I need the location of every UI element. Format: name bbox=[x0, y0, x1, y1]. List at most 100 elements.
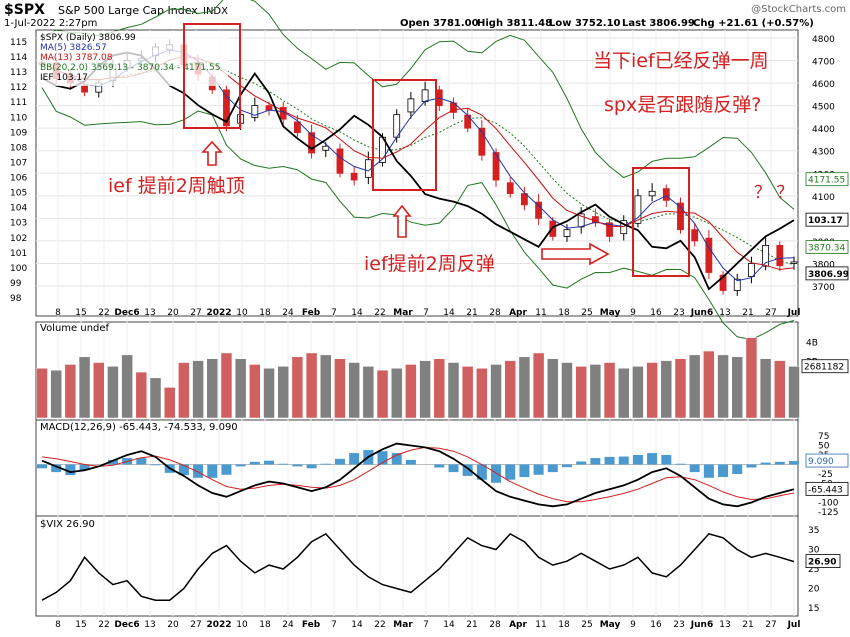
candle-body bbox=[336, 148, 344, 174]
macd-histogram-bar bbox=[703, 464, 714, 478]
volume-bars bbox=[36, 337, 800, 419]
annotation-spx-follow: spx是否跟随反弹? bbox=[604, 94, 761, 116]
volume-bar bbox=[688, 354, 701, 419]
price-legend: $SPX (Daily) 3806.99 MA(5) 3826.57 MA(13… bbox=[38, 31, 228, 86]
annotation-ief-rebound-week: 当下ief已经反弹一周 bbox=[593, 50, 769, 72]
macd-histogram-bar bbox=[178, 464, 189, 476]
macd-label: MACD(12,26,9) -65.443, -74.533, 9.090 bbox=[40, 422, 238, 433]
x-axis-tick: Mar bbox=[393, 620, 413, 630]
x-axis-tick: 22 bbox=[374, 308, 385, 318]
volume-bar bbox=[490, 364, 502, 419]
volume-bar bbox=[433, 358, 446, 419]
x-axis-tick: 21 bbox=[742, 620, 753, 630]
x-axis-tick: 28 bbox=[489, 620, 501, 630]
vix-axis-tick: 30 bbox=[808, 546, 820, 556]
x-axis-tick: 14 bbox=[443, 308, 455, 318]
x-axis-tick: 27 bbox=[190, 308, 201, 318]
x-axis-tick: 25 bbox=[581, 308, 592, 318]
price-candles bbox=[38, 38, 798, 296]
x-axis-tick: 16 bbox=[650, 308, 662, 318]
volume-bar bbox=[731, 356, 743, 419]
macd-histogram-bar bbox=[746, 464, 757, 468]
x-axis-tick: 27 bbox=[765, 620, 776, 630]
left-axis-tick: 108 bbox=[10, 143, 27, 153]
left-axis-tick: 104 bbox=[10, 204, 27, 214]
annotation-ief-top-early: ief 提前2周触顶 bbox=[108, 175, 245, 197]
candle-body bbox=[506, 182, 514, 194]
macd-histogram-bar bbox=[107, 459, 118, 465]
right-arrow-icon bbox=[541, 242, 610, 266]
volume-bar bbox=[390, 368, 403, 419]
volume-bar bbox=[291, 356, 304, 419]
candle-body bbox=[691, 229, 699, 242]
value-flag bbox=[805, 172, 849, 187]
x-axis-tick: Feb bbox=[302, 308, 321, 318]
exchange: INDX bbox=[203, 6, 228, 17]
left-axis-tick: 105 bbox=[10, 189, 27, 199]
volume-bar bbox=[93, 362, 105, 419]
volume-bar bbox=[532, 352, 545, 419]
vix-line bbox=[41, 532, 795, 601]
volume-bar bbox=[561, 362, 573, 419]
x-axis-tick: 20 bbox=[167, 620, 179, 630]
vix-axis-tick: 35 bbox=[808, 526, 819, 536]
left-axis-tick: 103 bbox=[10, 219, 27, 229]
annotation-ief-rebound-early: ief提前2周反弹 bbox=[364, 253, 495, 275]
right-axis-tick: 4700 bbox=[812, 58, 835, 68]
left-axis-tick: 100 bbox=[10, 264, 27, 274]
x-axis-tick: 27 bbox=[190, 620, 201, 630]
legend-ief: IEF 103.17 bbox=[40, 73, 88, 83]
x-axis-tick: 23 bbox=[673, 620, 684, 630]
value-flag bbox=[805, 554, 841, 568]
value-flag bbox=[805, 212, 849, 227]
candle-body bbox=[521, 193, 528, 206]
candle-body bbox=[407, 98, 415, 113]
volume-bar bbox=[461, 366, 474, 419]
macd-flag-text: 9.090 bbox=[808, 457, 834, 467]
right-axis-tick: 4800 bbox=[812, 35, 835, 45]
candle-body bbox=[535, 201, 543, 219]
macd-histogram-bar bbox=[760, 462, 771, 465]
candle-body bbox=[648, 190, 656, 197]
vix-flag-text: 26.90 bbox=[808, 558, 836, 568]
macd-histogram-bar bbox=[604, 456, 615, 465]
x-axis-tick: 9 bbox=[630, 620, 636, 630]
x-axis-tick: Feb bbox=[302, 620, 321, 630]
x-axis-tick: 22 bbox=[98, 308, 109, 318]
macd-line bbox=[41, 442, 795, 508]
left-axis-tick: 112 bbox=[10, 83, 27, 93]
macd-axis-tick: 75 bbox=[818, 432, 829, 442]
vix-axis-tick: 15 bbox=[808, 604, 819, 614]
volume-bar bbox=[774, 360, 786, 419]
macd-histogram-bar bbox=[462, 464, 473, 476]
candle-body bbox=[733, 278, 741, 291]
candle-body bbox=[762, 245, 770, 267]
value-flag bbox=[805, 240, 849, 254]
x-axis-tick: 2022 bbox=[206, 620, 231, 630]
macd-histogram-bar bbox=[306, 464, 317, 469]
right-axis-tick: 3700 bbox=[812, 283, 835, 293]
x-axis-tick: 7 bbox=[423, 308, 429, 318]
macd-histogram-bar bbox=[689, 464, 700, 473]
x-axis-tick: 7 bbox=[331, 308, 337, 318]
x-axis-tick: 24 bbox=[282, 308, 294, 318]
credit: @StockCharts.com bbox=[751, 4, 846, 15]
value-flag bbox=[805, 453, 849, 468]
candle-body bbox=[776, 245, 784, 267]
highlight-box-ief-top bbox=[183, 23, 241, 129]
up-arrow-icon bbox=[201, 140, 223, 166]
x-axis-tick: Jun6 bbox=[690, 308, 713, 318]
x-axis-tick: 24 bbox=[282, 620, 294, 630]
x-axis-tick: 21 bbox=[466, 308, 477, 318]
value-flag-text: 3870.34 bbox=[808, 244, 845, 254]
annotation-question-marks: ？ ？ bbox=[754, 183, 793, 203]
datetime: 1-Jul-2022 2:27pm bbox=[4, 18, 97, 29]
volume-bar bbox=[476, 368, 488, 419]
volume-bar bbox=[348, 362, 360, 419]
macd-histogram-bar bbox=[221, 464, 232, 475]
volume-axis-tick: 4B bbox=[806, 338, 818, 348]
vix-axis-tick: 20 bbox=[808, 585, 820, 595]
legend-ma5: MA(5) 3826.57 bbox=[40, 43, 107, 53]
x-axis-tick: Dec6 bbox=[114, 308, 139, 318]
